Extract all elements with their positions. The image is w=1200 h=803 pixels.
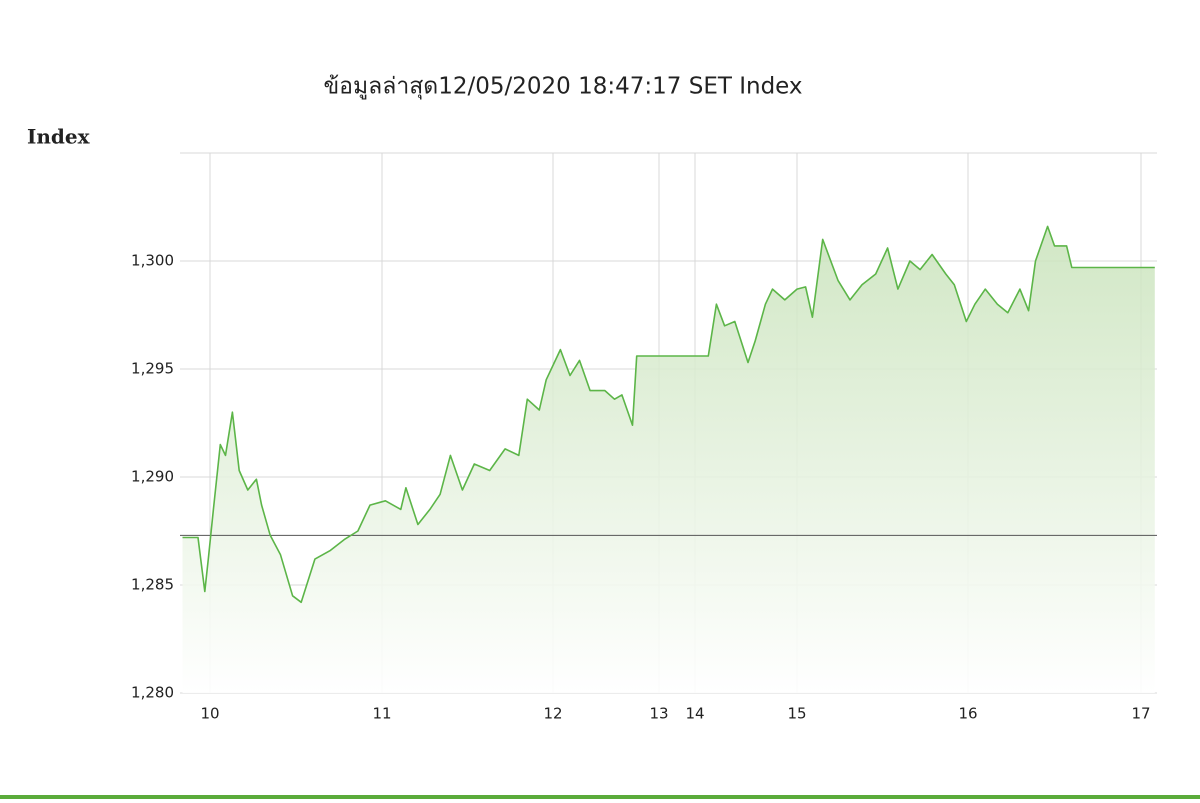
y-tick-label: 1,285 (131, 576, 174, 594)
chart-title: ข้อมูลล่าสุด12/05/2020 18:47:17 SET Inde… (323, 74, 802, 100)
line (182, 225, 1155, 604)
x-tick-label: 16 (958, 705, 977, 723)
plot (180, 225, 1157, 693)
x-tick-label: 11 (372, 705, 391, 723)
y-tick-label: 1,295 (131, 360, 174, 378)
x-tick-label: 12 (543, 705, 562, 723)
y-tick-label: 1,300 (131, 252, 174, 270)
x-tick-label: 17 (1131, 705, 1150, 723)
x-tick-label: 10 (200, 705, 219, 723)
x-tick-label: 13 (649, 705, 668, 723)
tick-labels: 1,280 1,285 1,290 1,295 1,300 10 11 12 13 14 15 16 1… (131, 252, 1151, 723)
area (182, 226, 1155, 693)
y-axis-label: Index (27, 125, 91, 149)
y-tick-label: 1,290 (131, 468, 174, 486)
x-tick-label: 15 (787, 705, 806, 723)
y-tick-label: 1,280 (131, 684, 174, 702)
x-tick-label: 14 (685, 705, 704, 723)
footer-bar (0, 795, 1200, 799)
